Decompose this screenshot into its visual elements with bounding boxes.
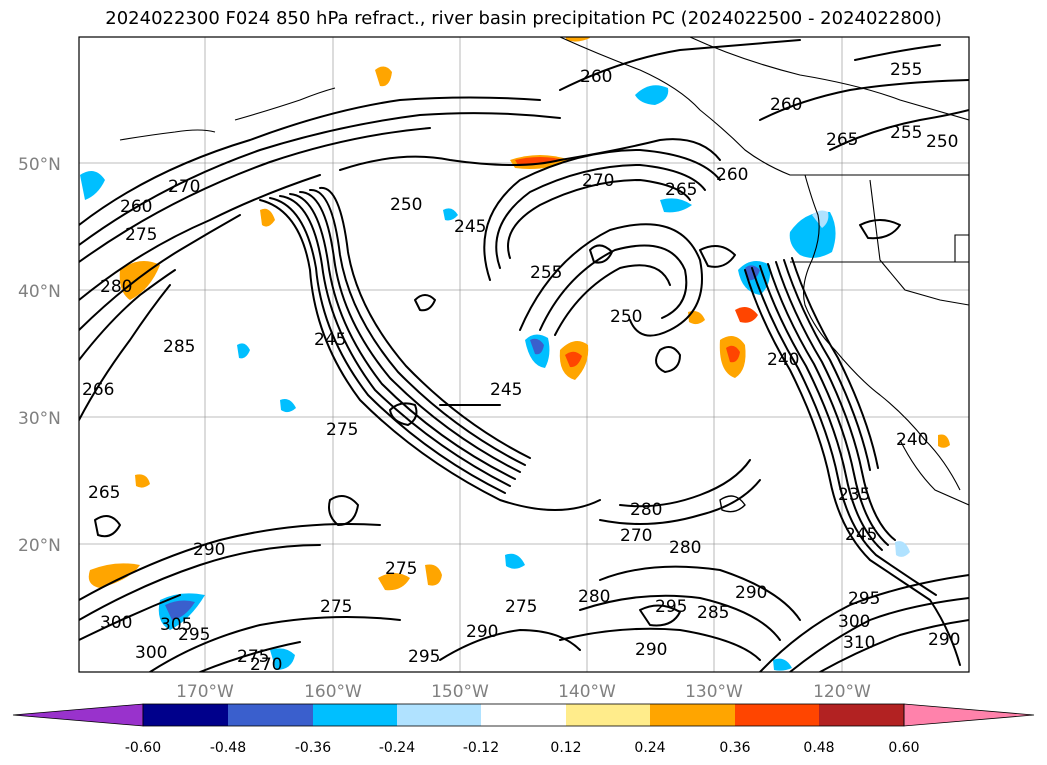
lat-label: 20°N [18, 536, 61, 556]
contour-label: 290 [735, 583, 767, 603]
colorbar-tick: -0.12 [463, 740, 499, 756]
contour-label: 285 [163, 337, 195, 357]
colorbar-tick: 0.12 [550, 740, 581, 756]
contour-label: 295 [848, 589, 880, 609]
colorbar-segment [143, 704, 228, 726]
contour-label: 250 [926, 132, 958, 152]
precipitation-shading [80, 37, 950, 671]
latitude-labels: 50°N 40°N 30°N 20°N [18, 155, 61, 556]
colorbar-tick: 0.48 [803, 740, 834, 756]
colorbar-outline [142, 703, 905, 727]
contour-label: 280 [578, 587, 610, 607]
contour-label: 290 [635, 640, 667, 660]
colorbar-segment [650, 704, 735, 726]
contour-label: 300 [100, 613, 132, 633]
contour-label: 245 [490, 380, 522, 400]
contour-label: 270 [620, 526, 652, 546]
contour-label: 235 [838, 485, 870, 505]
lon-label: 150°W [431, 682, 489, 702]
contour-label: 280 [669, 538, 701, 558]
contour-label: 250 [390, 195, 422, 215]
contour-label: 266 [82, 380, 114, 400]
map-background [79, 37, 969, 672]
contour-label: 310 [843, 633, 875, 653]
contour-label: 260 [716, 165, 748, 185]
contour-label: 280 [630, 500, 662, 520]
contour-label: 275 [326, 420, 358, 440]
contour-label: 275 [505, 597, 537, 617]
contour-label: 270 [168, 177, 200, 197]
colorbar-segment [735, 704, 819, 726]
contour-label: 280 [100, 277, 132, 297]
colorbar-tick: -0.60 [125, 740, 161, 756]
lon-label: 170°W [176, 682, 234, 702]
colorbar-tick: 0.36 [719, 740, 750, 756]
contour-label: 260 [580, 67, 612, 87]
contour-label: 295 [655, 597, 687, 617]
colorbar: -0.60 -0.48 -0.36 -0.24 -0.12 0.12 0.24 … [12, 703, 1035, 756]
contour-label: 275 [237, 647, 269, 667]
coastlines [119, 37, 969, 506]
lat-label: 50°N [18, 155, 61, 175]
colorbar-max-extension [903, 703, 1035, 727]
contour-label: 245 [314, 330, 346, 350]
contour-label: 260 [120, 197, 152, 217]
contour-label: 240 [896, 430, 928, 450]
refractivity-contours [79, 39, 969, 672]
colorbar-min-extension [12, 703, 144, 727]
contour-label: 295 [408, 647, 440, 667]
contour-label: 270 [582, 171, 614, 191]
lat-label: 30°N [18, 409, 61, 429]
lon-label: 130°W [685, 682, 743, 702]
lat-label: 40°N [18, 282, 61, 302]
contour-label: 260 [770, 95, 802, 115]
contour-label: 245 [454, 217, 486, 237]
contour-label: 265 [826, 130, 858, 150]
longitude-labels: 170°W 160°W 150°W 140°W 130°W 120°W [176, 682, 871, 702]
contour-label: 275 [385, 559, 417, 579]
contour-label: 285 [697, 603, 729, 623]
contour-label: 250 [610, 307, 642, 327]
contour-label: 275 [320, 597, 352, 617]
contour-label: 255 [890, 123, 922, 143]
contour-label: 290 [928, 630, 960, 650]
colorbar-segment [566, 704, 650, 726]
colorbar-tick: -0.36 [295, 740, 331, 756]
colorbar-segment [481, 704, 566, 726]
map-frame [78, 36, 970, 673]
lon-label: 120°W [813, 682, 871, 702]
colorbar-tick: 0.24 [634, 740, 665, 756]
colorbar-tick: 0.60 [888, 740, 919, 756]
contour-label: 255 [890, 60, 922, 80]
lon-label: 140°W [558, 682, 616, 702]
contour-label: 245 [845, 525, 877, 545]
contour-labels: 260 270 275 280 285 265 266 290 300 305 … [82, 60, 960, 675]
contour-label: 265 [88, 483, 120, 503]
contour-label: 300 [135, 643, 167, 663]
contour-label: 270 [250, 655, 282, 675]
contour-label: 290 [193, 540, 225, 560]
contour-label: 275 [125, 225, 157, 245]
contour-label: 305 [160, 615, 192, 635]
contour-label: 300 [838, 612, 870, 632]
colorbar-segment [228, 704, 313, 726]
contour-label: 290 [466, 622, 498, 642]
colorbar-segment [397, 704, 481, 726]
contour-label: 265 [665, 180, 697, 200]
contour-label: 240 [767, 350, 799, 370]
map-title: 2024022300 F024 850 hPa refract., river … [105, 8, 942, 29]
colorbar-tick: -0.48 [210, 740, 246, 756]
colorbar-segment [313, 704, 397, 726]
contour-label: 255 [530, 263, 562, 283]
colorbar-tick: -0.24 [379, 740, 415, 756]
contour-label: 295 [178, 625, 210, 645]
lon-label: 160°W [304, 682, 362, 702]
colorbar-segment [819, 704, 904, 726]
